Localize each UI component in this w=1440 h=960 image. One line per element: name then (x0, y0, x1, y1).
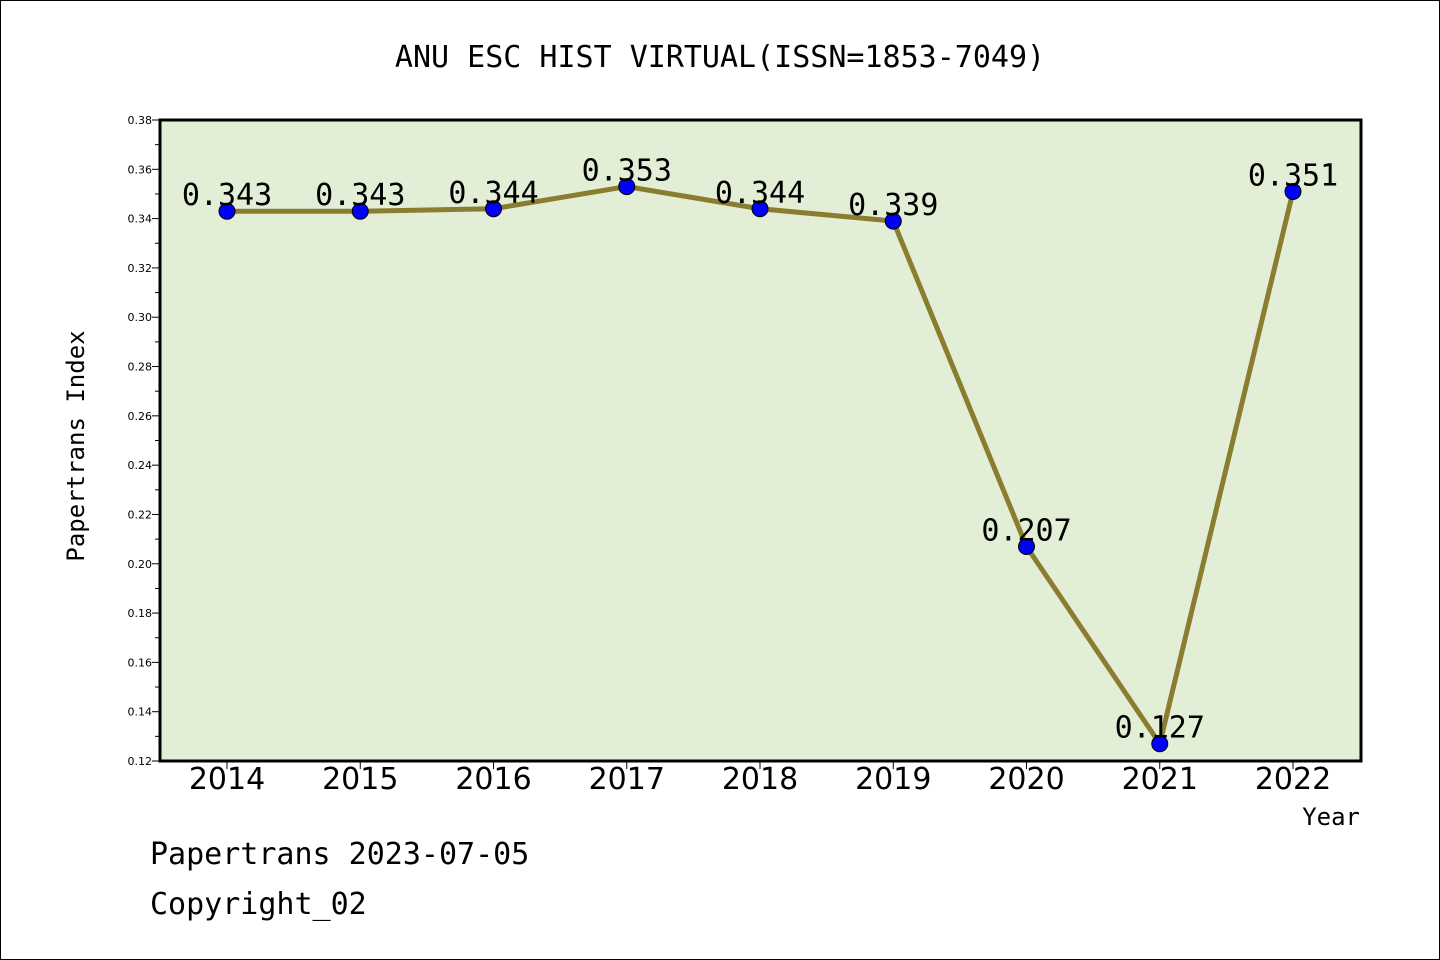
y-tick-label: 0.20 (128, 558, 153, 571)
y-tick-label: 0.26 (128, 410, 153, 423)
y-tick-label: 0.18 (128, 607, 153, 620)
x-tick-label: 2014 (189, 762, 265, 797)
data-label: 0.343 (182, 178, 272, 213)
x-tick-label: 2020 (988, 762, 1064, 797)
data-label: 0.353 (582, 154, 672, 189)
x-axis-label: Year (1302, 803, 1360, 831)
y-tick-label: 0.36 (128, 163, 153, 176)
data-label: 0.351 (1248, 158, 1338, 193)
x-tick-label: 2017 (589, 762, 665, 797)
y-axis-ticks: 0.12 0.14 0.16 0.18 0.20 0.22 0.24 0.26 0.28 0.30… (128, 114, 160, 768)
y-tick-label: 0.24 (128, 459, 153, 472)
y-axis-label: Papertrans Index (62, 330, 90, 561)
y-tick-label: 0.32 (128, 262, 153, 275)
plot-area (160, 120, 1361, 761)
data-labels: 0.343 0.343 0.344 0.353 0.344 0.339 0.207 0.127… (182, 154, 1338, 746)
data-label: 0.339 (848, 188, 938, 223)
x-tick-label: 2022 (1255, 762, 1331, 797)
x-tick-label: 2016 (455, 762, 531, 797)
x-axis-ticks: 2014 2015 2016 2017 2018 2019 2020 2021 2022 (189, 761, 1331, 797)
y-tick-label: 0.34 (128, 213, 153, 226)
data-point (1018, 538, 1035, 556)
data-label: 0.207 (981, 514, 1071, 549)
x-tick-label: 2015 (322, 762, 398, 797)
data-label: 0.344 (448, 176, 538, 211)
data-label: 0.344 (715, 176, 805, 211)
series-markers (218, 178, 1302, 753)
data-label: 0.127 (1115, 711, 1205, 746)
chart-title: ANU ESC HIST VIRTUAL(ISSN=1853-7049) (395, 40, 1045, 75)
x-tick-label: 2021 (1122, 762, 1198, 797)
y-tick-label: 0.28 (128, 361, 153, 374)
y-tick-label: 0.22 (128, 508, 153, 521)
data-point (1284, 182, 1302, 200)
footer-date: Papertrans 2023-07-05 (150, 837, 529, 872)
footer-copyright: Copyright_02 (150, 887, 367, 922)
x-tick-label: 2018 (722, 762, 798, 797)
data-point (218, 202, 236, 220)
data-point (884, 212, 902, 230)
y-tick-label: 0.12 (128, 755, 153, 768)
data-point (351, 202, 369, 220)
data-point (751, 200, 769, 218)
data-point (618, 178, 636, 196)
y-tick-label: 0.38 (128, 114, 153, 127)
y-tick-label: 0.16 (128, 656, 153, 669)
data-point (485, 200, 502, 218)
data-label: 0.343 (315, 178, 405, 213)
y-tick-label: 0.30 (128, 311, 153, 324)
y-tick-label: 0.14 (128, 706, 153, 719)
data-point (1151, 735, 1169, 753)
x-tick-label: 2019 (855, 762, 931, 797)
plot-border (158, 118, 1363, 763)
